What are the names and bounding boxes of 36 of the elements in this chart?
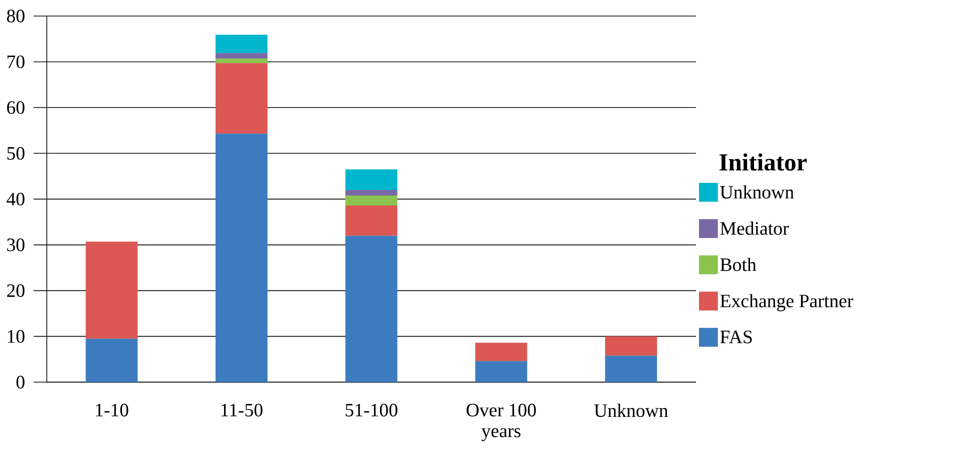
bar <box>86 242 138 339</box>
y-tick-label: 20 <box>7 284 24 298</box>
bar <box>345 169 398 190</box>
bar <box>86 338 138 382</box>
y-tick-label: 70 <box>8 55 24 68</box>
bar <box>605 336 658 356</box>
bar <box>345 190 398 196</box>
bar <box>216 134 268 382</box>
legend-label: Both <box>720 258 756 272</box>
bar <box>216 63 268 134</box>
y-tick-label: 50 <box>7 146 24 160</box>
bar <box>216 53 268 59</box>
y-tick-label: 80 <box>7 10 24 22</box>
legend-label: FAS <box>720 330 752 344</box>
bar <box>475 342 528 362</box>
legend-title: Initiator <box>720 153 807 171</box>
bar <box>345 195 398 206</box>
x-tick-label: Over 100 years <box>466 404 536 442</box>
legend-label: Exchange Partner <box>720 294 854 312</box>
legend-label: Unknown <box>720 185 794 199</box>
y-tick-label: 10 <box>8 330 24 343</box>
y-tick-label: 60 <box>7 101 24 114</box>
bar <box>605 356 658 382</box>
x-tick-label: 51-100 <box>346 404 398 416</box>
legend-label: Mediator <box>720 222 789 235</box>
y-tick-label: 0 <box>16 376 24 389</box>
x-tick-label: 1-10 <box>96 404 128 416</box>
bar <box>216 58 268 64</box>
y-tick-label: 30 <box>7 238 24 252</box>
bar <box>345 206 398 236</box>
x-tick-label: Unknown <box>594 404 668 418</box>
bar <box>345 236 398 382</box>
bar <box>216 34 268 54</box>
y-tick-label: 40 <box>6 192 24 206</box>
bar <box>475 361 528 382</box>
x-tick-label: 11-50 <box>222 404 262 416</box>
